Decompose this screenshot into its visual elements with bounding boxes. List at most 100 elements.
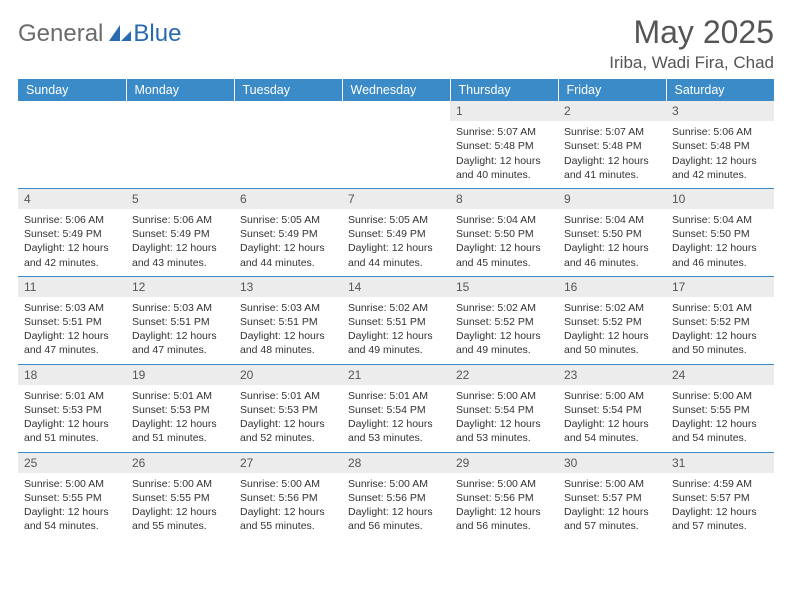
sunrise-line: Sunrise: 5:06 AM [132,213,228,227]
daylight-line: Daylight: 12 hours and 48 minutes. [240,329,336,357]
sunrise-line: Sunrise: 5:05 AM [240,213,336,227]
day-number: 16 [558,277,666,297]
day-body: Sunrise: 5:00 AMSunset: 5:54 PMDaylight:… [450,387,558,452]
sunset-line: Sunset: 5:50 PM [564,227,660,241]
day-number: 4 [18,189,126,209]
day-body: Sunrise: 5:05 AMSunset: 5:49 PMDaylight:… [342,211,450,276]
day-cell [342,101,450,188]
daylight-line: Daylight: 12 hours and 41 minutes. [564,154,660,182]
header: General Blue May 2025 Iriba, Wadi Fira, … [18,14,774,73]
day-number: 2 [558,101,666,121]
sunset-line: Sunset: 5:52 PM [456,315,552,329]
sunrise-line: Sunrise: 5:04 AM [564,213,660,227]
sunrise-line: Sunrise: 5:00 AM [240,477,336,491]
daylight-line: Daylight: 12 hours and 57 minutes. [564,505,660,533]
day-cell: 9Sunrise: 5:04 AMSunset: 5:50 PMDaylight… [558,188,666,276]
day-number: 13 [234,277,342,297]
month-title: May 2025 [609,14,774,51]
sunset-line: Sunset: 5:54 PM [348,403,444,417]
day-number: 7 [342,189,450,209]
sunset-line: Sunset: 5:49 PM [348,227,444,241]
day-number: 18 [18,365,126,385]
daylight-line: Daylight: 12 hours and 57 minutes. [672,505,768,533]
daylight-line: Daylight: 12 hours and 54 minutes. [672,417,768,445]
day-cell: 18Sunrise: 5:01 AMSunset: 5:53 PMDayligh… [18,364,126,452]
sunset-line: Sunset: 5:55 PM [24,491,120,505]
daylight-line: Daylight: 12 hours and 45 minutes. [456,241,552,269]
day-body: Sunrise: 5:01 AMSunset: 5:54 PMDaylight:… [342,387,450,452]
sunset-line: Sunset: 5:52 PM [672,315,768,329]
daylight-line: Daylight: 12 hours and 56 minutes. [348,505,444,533]
day-body: Sunrise: 5:03 AMSunset: 5:51 PMDaylight:… [234,299,342,364]
week-row: 1Sunrise: 5:07 AMSunset: 5:48 PMDaylight… [18,101,774,188]
sunset-line: Sunset: 5:53 PM [240,403,336,417]
day-number: 30 [558,453,666,473]
day-number: 26 [126,453,234,473]
day-number: 27 [234,453,342,473]
sunrise-line: Sunrise: 5:06 AM [24,213,120,227]
sunrise-line: Sunrise: 5:03 AM [132,301,228,315]
day-body: Sunrise: 5:03 AMSunset: 5:51 PMDaylight:… [18,299,126,364]
sunset-line: Sunset: 5:56 PM [348,491,444,505]
daylight-line: Daylight: 12 hours and 53 minutes. [348,417,444,445]
sunset-line: Sunset: 5:51 PM [24,315,120,329]
day-cell: 26Sunrise: 5:00 AMSunset: 5:55 PMDayligh… [126,452,234,539]
day-body: Sunrise: 5:03 AMSunset: 5:51 PMDaylight:… [126,299,234,364]
sunrise-line: Sunrise: 5:01 AM [348,389,444,403]
day-cell: 21Sunrise: 5:01 AMSunset: 5:54 PMDayligh… [342,364,450,452]
sunset-line: Sunset: 5:48 PM [456,139,552,153]
sunrise-line: Sunrise: 5:03 AM [240,301,336,315]
day-number: 25 [18,453,126,473]
day-cell: 3Sunrise: 5:06 AMSunset: 5:48 PMDaylight… [666,101,774,188]
sunrise-line: Sunrise: 5:01 AM [132,389,228,403]
day-number: 9 [558,189,666,209]
day-number: 12 [126,277,234,297]
daylight-line: Daylight: 12 hours and 42 minutes. [24,241,120,269]
day-cell: 4 Sunrise: 5:06 AMSunset: 5:49 PMDaylight… [18,188,126,276]
sunrise-line: Sunrise: 5:02 AM [348,301,444,315]
sunrise-line: Sunrise: 5:02 AM [564,301,660,315]
day-body: Sunrise: 5:02 AMSunset: 5:52 PMDaylight:… [558,299,666,364]
day-body: Sunrise: 5:05 AMSunset: 5:49 PMDaylight:… [234,211,342,276]
sunset-line: Sunset: 5:49 PM [24,227,120,241]
day-cell: 27Sunrise: 5:00 AMSunset: 5:56 PMDayligh… [234,452,342,539]
daylight-line: Daylight: 12 hours and 54 minutes. [564,417,660,445]
day-cell: 23Sunrise: 5:00 AMSunset: 5:54 PMDayligh… [558,364,666,452]
sunrise-line: Sunrise: 5:00 AM [24,477,120,491]
week-row: 18Sunrise: 5:01 AMSunset: 5:53 PMDayligh… [18,364,774,452]
day-number: 20 [234,365,342,385]
sunrise-line: Sunrise: 5:00 AM [564,389,660,403]
sunrise-line: Sunrise: 5:05 AM [348,213,444,227]
day-cell: 10Sunrise: 5:04 AMSunset: 5:50 PMDayligh… [666,188,774,276]
day-cell: 2Sunrise: 5:07 AMSunset: 5:48 PMDaylight… [558,101,666,188]
daylight-line: Daylight: 12 hours and 46 minutes. [564,241,660,269]
sunrise-line: Sunrise: 5:04 AM [456,213,552,227]
sunset-line: Sunset: 5:55 PM [132,491,228,505]
sunset-line: Sunset: 5:53 PM [132,403,228,417]
sunrise-line: Sunrise: 5:07 AM [564,125,660,139]
sunrise-line: Sunrise: 5:00 AM [672,389,768,403]
day-cell [234,101,342,188]
day-cell: 24Sunrise: 5:00 AMSunset: 5:55 PMDayligh… [666,364,774,452]
sunset-line: Sunset: 5:48 PM [672,139,768,153]
sunrise-line: Sunrise: 5:00 AM [348,477,444,491]
day-number: 31 [666,453,774,473]
weekday-header: Saturday [666,79,774,101]
day-body: Sunrise: 5:04 AMSunset: 5:50 PMDaylight:… [450,211,558,276]
day-body: Sunrise: 5:02 AMSunset: 5:52 PMDaylight:… [450,299,558,364]
day-cell: 19Sunrise: 5:01 AMSunset: 5:53 PMDayligh… [126,364,234,452]
sunset-line: Sunset: 5:55 PM [672,403,768,417]
day-cell: 30Sunrise: 5:00 AMSunset: 5:57 PMDayligh… [558,452,666,539]
day-cell: 14Sunrise: 5:02 AMSunset: 5:51 PMDayligh… [342,276,450,364]
calendar-table: Sunday Monday Tuesday Wednesday Thursday… [18,79,774,539]
day-number: 19 [126,365,234,385]
day-cell: 29Sunrise: 5:00 AMSunset: 5:56 PMDayligh… [450,452,558,539]
day-number: 8 [450,189,558,209]
daylight-line: Daylight: 12 hours and 40 minutes. [456,154,552,182]
sunset-line: Sunset: 5:56 PM [240,491,336,505]
weekday-header: Thursday [450,79,558,101]
day-cell [126,101,234,188]
sunrise-line: Sunrise: 5:00 AM [132,477,228,491]
day-number: 6 [234,189,342,209]
day-body: Sunrise: 5:04 AMSunset: 5:50 PMDaylight:… [558,211,666,276]
